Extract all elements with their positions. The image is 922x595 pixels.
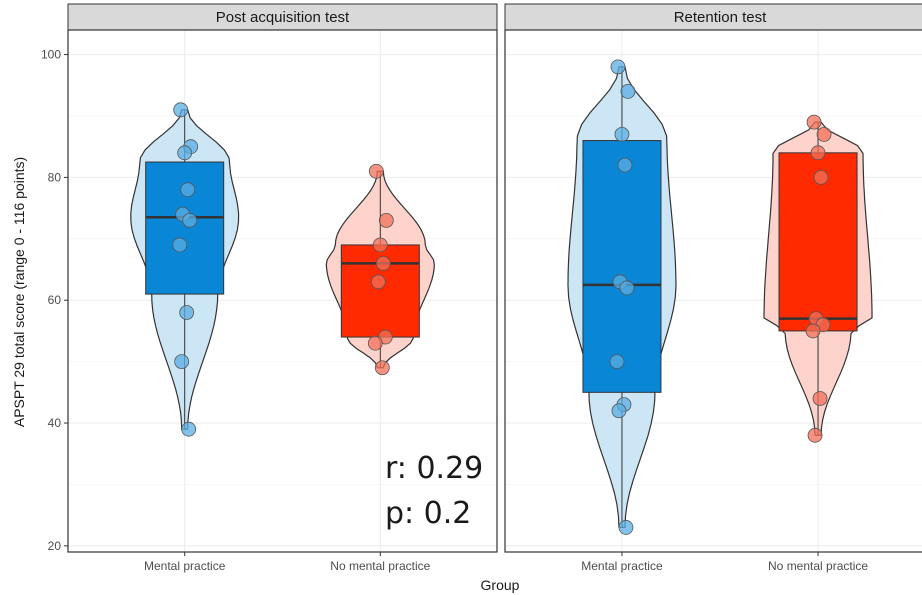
- box: [340, 244, 420, 338]
- data-point: [182, 212, 198, 228]
- data-point: [177, 145, 193, 161]
- data-point: [611, 403, 627, 419]
- box: [582, 140, 662, 393]
- y-tick-label: 20: [48, 539, 62, 553]
- box: [145, 161, 225, 295]
- data-point: [619, 280, 635, 296]
- data-point: [172, 237, 188, 253]
- data-point: [805, 323, 821, 339]
- panel-title: Retention test: [674, 9, 767, 26]
- data-point: [367, 335, 383, 351]
- x-tick-label: No mental practice: [330, 559, 430, 573]
- y-tick-label: 60: [48, 293, 62, 307]
- data-point: [617, 157, 633, 173]
- data-point: [618, 520, 634, 535]
- panel-title: Post acquisition test: [216, 9, 350, 26]
- data-point: [620, 84, 636, 99]
- data-point: [174, 354, 190, 370]
- data-point: [180, 182, 196, 198]
- x-tick-label: No mental practice: [768, 559, 868, 573]
- x-tick-label: Mental practice: [144, 559, 226, 573]
- data-point: [610, 59, 626, 75]
- y-tick-label: 80: [48, 170, 62, 184]
- y-tick-label: 40: [48, 416, 62, 430]
- data-point: [816, 126, 832, 142]
- data-point: [614, 126, 630, 142]
- y-axis-title: APSPT 29 total score (range 0 - 116 poin…: [11, 157, 27, 427]
- data-point: [806, 114, 822, 130]
- panel-border: [504, 29, 922, 553]
- p-annotation: p: 0.2: [385, 496, 471, 531]
- data-point: [181, 421, 197, 437]
- panel-strip: [504, 3, 922, 31]
- r-annotation: r: 0.29: [385, 451, 483, 486]
- panel-strip: [67, 3, 498, 31]
- y-tick-label: 100: [41, 48, 61, 62]
- data-point: [813, 169, 829, 185]
- data-point: [375, 255, 391, 271]
- data-point: [810, 145, 826, 161]
- data-point: [812, 391, 828, 406]
- data-point: [372, 237, 388, 253]
- data-point: [370, 274, 386, 290]
- panel-border: [67, 29, 498, 553]
- data-point: [368, 163, 384, 179]
- x-tick-label: Mental practice: [581, 559, 663, 573]
- x-axis-title: Group: [481, 577, 520, 593]
- data-point: [807, 427, 823, 443]
- data-point: [179, 305, 195, 320]
- data-point: [378, 212, 394, 228]
- data-point: [374, 360, 390, 376]
- data-point: [173, 102, 189, 118]
- data-point: [609, 354, 625, 370]
